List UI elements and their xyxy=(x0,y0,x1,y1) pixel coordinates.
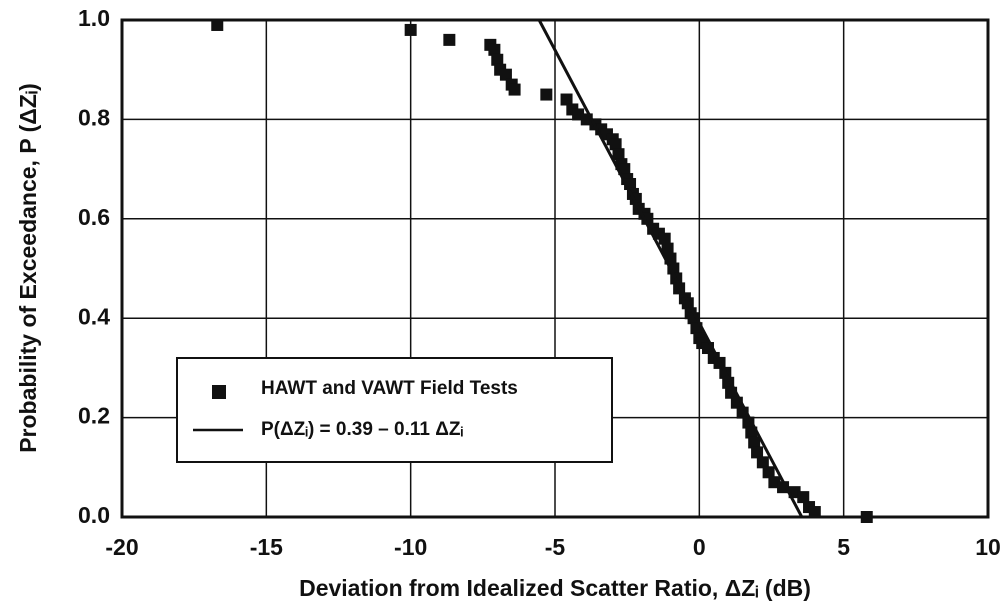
point xyxy=(661,242,674,255)
point xyxy=(443,33,456,46)
point xyxy=(762,466,775,479)
plot-frame xyxy=(120,18,990,519)
point xyxy=(808,506,821,519)
point xyxy=(797,491,810,504)
point xyxy=(491,53,504,66)
point xyxy=(860,511,873,523)
point xyxy=(618,163,631,176)
legend-marker xyxy=(212,385,226,399)
x-axis-label: Deviation from Idealized Scatter Ratio, … xyxy=(299,575,811,601)
y-tick-label: 0.6 xyxy=(78,204,110,230)
x-tick-label: -20 xyxy=(105,534,138,560)
y-tick-label: 0.2 xyxy=(78,403,110,429)
x-tick-label: -10 xyxy=(394,534,427,560)
y-axis-label: Probability of Exceedance, P (ΔZᵢ) xyxy=(15,83,41,453)
point xyxy=(211,18,224,31)
x-tick-label: 5 xyxy=(837,534,850,560)
point xyxy=(609,138,622,151)
point xyxy=(404,23,417,36)
point xyxy=(560,93,573,106)
point xyxy=(488,43,501,56)
y-tick-label: 0.4 xyxy=(78,303,110,329)
point xyxy=(612,148,625,161)
legend-label: HAWT and VAWT Field Tests xyxy=(261,378,518,399)
point xyxy=(751,446,764,459)
x-tick-label: -15 xyxy=(250,534,283,560)
point xyxy=(540,88,553,101)
x-tick-label: -5 xyxy=(545,534,566,560)
legend-label: P(ΔZᵢ) = 0.39 – 0.11 ΔZᵢ xyxy=(261,419,464,440)
x-tick-label: 10 xyxy=(975,534,1001,560)
point xyxy=(508,83,521,96)
y-tick-label: 0.0 xyxy=(78,502,110,528)
y-tick-label: 1.0 xyxy=(78,5,110,31)
point xyxy=(499,68,512,81)
x-tick-label: 0 xyxy=(693,534,706,560)
fit-line xyxy=(537,19,804,517)
point xyxy=(658,232,671,245)
legend-box xyxy=(176,357,613,463)
point xyxy=(748,436,761,449)
point xyxy=(756,456,769,469)
y-tick-label: 0.8 xyxy=(78,104,110,130)
